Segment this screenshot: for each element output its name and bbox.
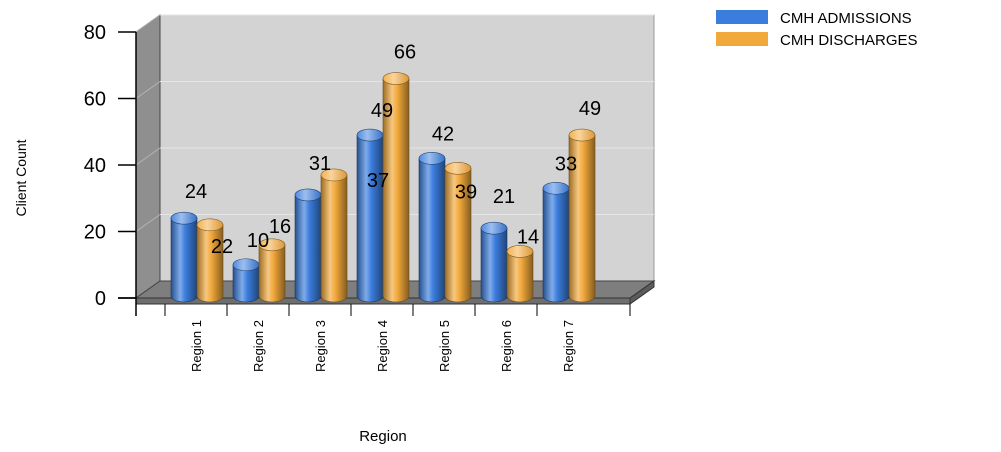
gridline-side [135, 14, 161, 33]
bar-body [480, 227, 508, 303]
bar-top [320, 168, 348, 182]
bar-cmh-discharges [320, 168, 348, 303]
legend-swatch [716, 10, 768, 24]
bar-cmh-discharges [382, 72, 410, 303]
legend-label: CMH DISCHARGES [780, 32, 918, 49]
bar-cmh-discharges [506, 245, 534, 303]
bar-top [506, 245, 534, 258]
bar-top [542, 181, 570, 195]
legend: CMH ADMISSIONS CMH DISCHARGES [716, 10, 918, 49]
bar-body [320, 174, 348, 303]
bar-body [196, 224, 224, 303]
axes: 0 20 40 60 80 Client Count Region 1 Region 2 Reg… [13, 22, 631, 445]
bar-cmh-admissions [294, 188, 322, 303]
gridline-side [135, 214, 161, 232]
bar-cmh-admissions [356, 128, 384, 303]
data-label: 16 [269, 216, 291, 238]
bar-cmh-admissions [418, 152, 446, 303]
bar-top [258, 238, 286, 252]
bar-body [506, 251, 534, 303]
bar-body [568, 134, 596, 303]
x-tick-label: Region 3 [313, 320, 328, 372]
gridline-side [135, 81, 161, 99]
bar-body [542, 187, 570, 303]
x-axis-title: Region [359, 428, 407, 445]
bar-top [196, 218, 224, 232]
bar-top [232, 258, 260, 272]
x-tick-label: Region 7 [561, 320, 576, 372]
bar-cmh-discharges [258, 238, 286, 303]
bar-top [356, 128, 384, 142]
data-label: 14 [517, 226, 539, 248]
data-label: 21 [493, 186, 515, 208]
bar-cmh-admissions [480, 221, 508, 303]
data-label: 31 [309, 153, 331, 175]
data-label: 37 [367, 170, 389, 192]
bar-body [356, 134, 384, 303]
y-axis-title: Client Count [13, 139, 29, 216]
bar-cmh-discharges [196, 218, 224, 303]
y-tick-label: 40 [84, 155, 106, 177]
bars [170, 72, 596, 303]
bar-body [418, 158, 446, 303]
x-tick-label: Region 5 [437, 320, 452, 372]
bar-top [294, 188, 322, 202]
data-label: 10 [247, 230, 269, 252]
bar-body [258, 244, 286, 303]
legend-swatch [716, 32, 768, 46]
bar-body [170, 217, 198, 303]
gridline-side [135, 147, 161, 166]
x-tick-label: Region 2 [251, 320, 266, 372]
data-label: 49 [371, 100, 393, 122]
data-label: 49 [579, 98, 601, 120]
bar-body [294, 194, 322, 303]
data-label: 42 [432, 123, 454, 145]
y-tick-label: 80 [84, 22, 106, 44]
bar-top [568, 128, 596, 142]
bar-cmh-admissions [542, 181, 570, 303]
bar-cmh-discharges [568, 128, 596, 303]
bar-top [170, 211, 198, 225]
y-tick-label: 0 [95, 288, 106, 310]
data-label: 22 [211, 236, 233, 258]
bar-cmh-admissions [170, 211, 198, 303]
data-label: 39 [455, 181, 477, 203]
bar-top [480, 221, 508, 235]
data-label: 33 [555, 153, 577, 175]
x-tick-label: Region 4 [375, 320, 390, 372]
bar-body [382, 78, 410, 303]
bar-cmh-admissions [232, 258, 260, 303]
x-tick-label: Region 1 [189, 320, 204, 372]
bar-top [382, 72, 410, 85]
y-tick-label: 20 [84, 222, 106, 244]
bar-top [444, 162, 472, 175]
bar-body [444, 168, 472, 303]
x-tick-label: Region 6 [499, 320, 514, 372]
y-tick-label: 60 [84, 89, 106, 111]
bar-top [418, 152, 446, 165]
bar-cmh-discharges [444, 162, 472, 303]
data-label: 66 [394, 42, 416, 64]
data-label: 24 [185, 181, 207, 203]
legend-label: CMH ADMISSIONS [780, 10, 912, 27]
